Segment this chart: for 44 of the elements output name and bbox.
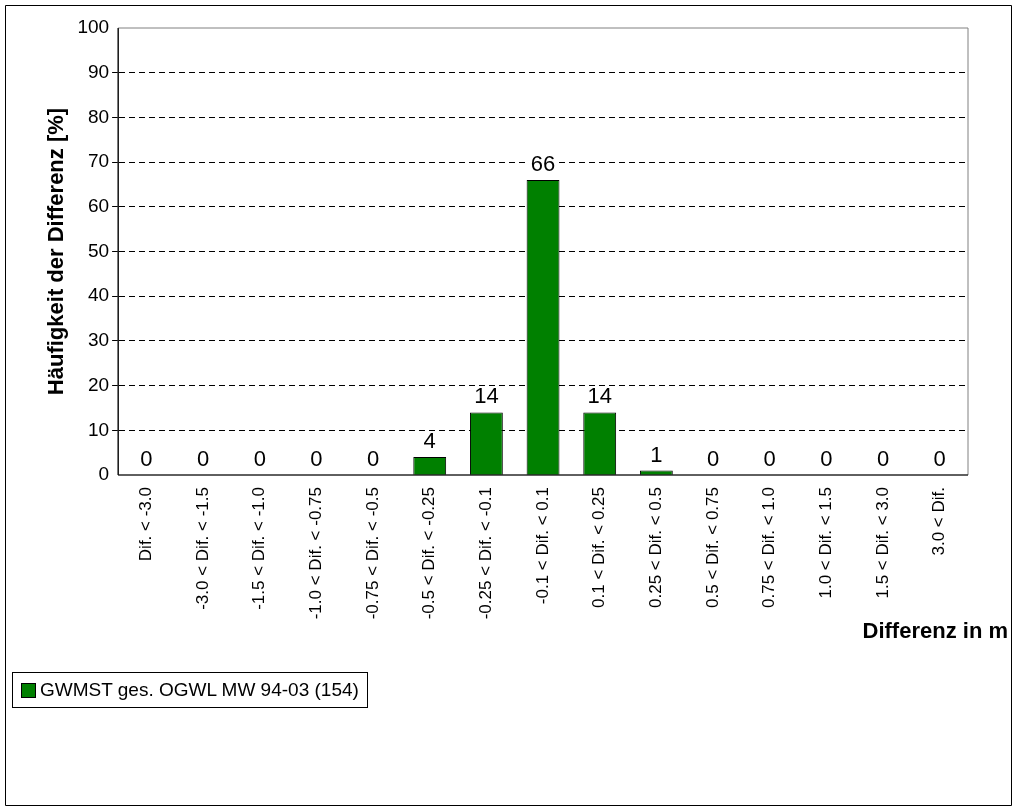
x-tick-label: -0.5 < Dif. < -0.25 xyxy=(419,487,439,620)
data-label: 14 xyxy=(587,383,612,409)
data-label: 0 xyxy=(140,446,153,472)
x-tick-label: 0.25 < Dif. < 0.5 xyxy=(646,487,666,608)
y-tick-label: 70 xyxy=(87,150,110,172)
x-tick-label: 0.75 < Dif. < 1.0 xyxy=(759,487,779,608)
data-label: 0 xyxy=(253,446,266,472)
x-tick-label: -1.0 < Dif. < -0.75 xyxy=(306,487,326,620)
data-label: 0 xyxy=(706,446,720,472)
x-tick-label: 3.0 < Dif. xyxy=(929,487,949,556)
data-label: 4 xyxy=(423,428,436,454)
y-tick-label: 60 xyxy=(87,195,110,217)
y-tick-label: 30 xyxy=(87,329,110,351)
data-label: 0 xyxy=(933,446,946,472)
x-tick-label: -3.0 < Dif. < -1.5 xyxy=(192,487,212,610)
y-tick-label: 100 xyxy=(77,16,110,38)
y-tick-label: 10 xyxy=(87,418,110,440)
y-tick-label: 90 xyxy=(87,60,110,82)
x-axis-title: Differenz in m xyxy=(862,618,1008,644)
x-tick-label: 0.5 < Dif. < 0.75 xyxy=(702,487,722,608)
y-tick-label: 40 xyxy=(87,284,110,306)
y-tick-label: 0 xyxy=(98,463,110,485)
x-tick-label: -1.5 < Dif. < -1.0 xyxy=(249,487,269,610)
y-tick-label: 80 xyxy=(87,105,110,127)
x-tick-label: 1.5 < Dif. < 3.0 xyxy=(872,487,892,599)
x-tick-label: -0.75 < Dif. < -0.5 xyxy=(362,487,382,620)
data-label: 0 xyxy=(310,446,323,472)
data-label: 66 xyxy=(530,151,556,177)
data-label: 0 xyxy=(196,446,210,472)
legend-label: GWMST ges. OGWL MW 94-03 (154) xyxy=(12,672,368,708)
x-tick-label: 1.0 < Dif. < 1.5 xyxy=(816,487,836,599)
y-axis-title: Häufigkeit der Differenz [%] xyxy=(43,107,69,396)
data-label: 0 xyxy=(820,446,833,472)
y-tick-label: 50 xyxy=(87,239,110,261)
data-label: 14 xyxy=(474,383,499,409)
data-label: 1 xyxy=(650,441,663,467)
data-label: 0 xyxy=(876,446,890,472)
x-tick-label: -0.1 < Dif. < 0.1 xyxy=(532,487,552,605)
x-tick-label: Dif. < -3.0 xyxy=(136,487,156,562)
data-label: 0 xyxy=(366,446,380,472)
x-tick-label: 0.1 < Dif. < 0.25 xyxy=(589,487,609,608)
data-label: 0 xyxy=(763,446,776,472)
y-tick-label: 20 xyxy=(87,373,110,395)
x-tick-label: -0.25 < Dif. < -0.1 xyxy=(476,487,496,620)
